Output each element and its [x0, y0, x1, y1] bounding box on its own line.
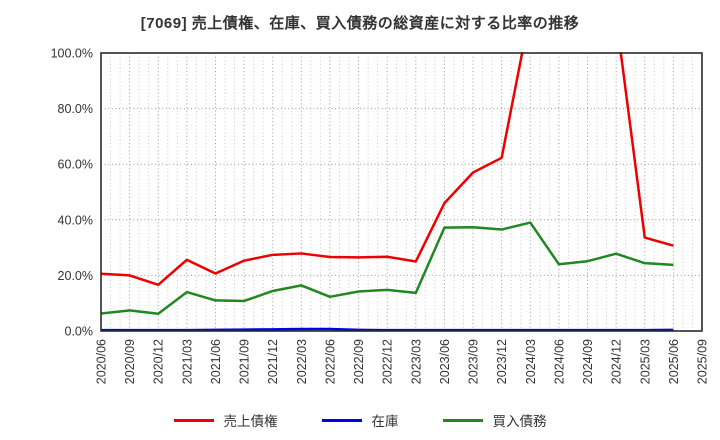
x-tick-label: 2024/09: [581, 339, 595, 384]
x-tick-label: 2020/12: [152, 339, 166, 384]
x-tick-label: 2023/06: [438, 339, 452, 384]
series-line-2: [101, 221, 674, 316]
legend-item-zaiko: 在庫: [321, 410, 399, 430]
x-tick-label: 2021/06: [209, 339, 223, 384]
y-tick-label: 40.0%: [58, 213, 93, 227]
x-tick-label: 2020/06: [95, 339, 109, 384]
series-line-1: [101, 327, 674, 331]
y-tick-label: 80.0%: [58, 102, 93, 116]
x-tick-label: 2023/03: [409, 339, 423, 384]
y-tick-label: 0.0%: [65, 325, 94, 339]
x-tick-label: 2022/06: [323, 339, 337, 384]
plot-frame: [100, 52, 703, 332]
red-line-swatch-icon: [173, 418, 214, 422]
series-line-0: [101, 52, 674, 287]
x-tick-label: 2021/12: [266, 339, 280, 384]
x-tick-label: 2023/09: [467, 339, 481, 384]
x-tick-label: 2020/09: [123, 339, 137, 384]
chart-legend: 売上債権 在庫 買入債務: [0, 410, 720, 430]
x-tick-label: 2025/03: [638, 339, 652, 384]
y-tick-label: 100.0%: [51, 47, 93, 61]
x-tick-label: 2024/03: [524, 339, 538, 384]
legend-label: 売上債権: [223, 414, 278, 429]
x-tick-label: 2025/06: [667, 339, 681, 384]
legend-label: 在庫: [371, 414, 399, 429]
y-tick-label: 60.0%: [58, 158, 93, 172]
legend-item-uriage-saiken: 売上債権: [173, 410, 278, 430]
x-tick-label: 2022/09: [352, 339, 366, 384]
green-line-swatch-icon: [442, 418, 483, 422]
x-tick-label: 2025/09: [696, 339, 710, 384]
legend-item-kaiire-saimu: 買入債務: [442, 410, 547, 430]
x-tick-label: 2021/09: [238, 339, 252, 384]
blue-line-swatch-icon: [321, 418, 362, 422]
x-tick-label: 2021/03: [180, 339, 194, 384]
x-tick-label: 2023/12: [495, 339, 509, 384]
x-tick-label: 2024/06: [552, 339, 566, 384]
chart-title: [7069] 売上債権、在庫、買入債務の総資産に対する比率の推移: [140, 15, 580, 32]
x-tick-label: 2022/12: [381, 339, 395, 384]
y-tick-label: 20.0%: [58, 269, 93, 283]
chart-plot-area: 0.0% 20.0% 40.0% 60.0% 80.0% 100.0% 2020/06 202…: [51, 47, 710, 385]
x-tick-label: 2024/12: [610, 339, 624, 384]
x-tick-label: 2022/03: [295, 339, 309, 384]
legend-label: 買入債務: [492, 414, 547, 429]
